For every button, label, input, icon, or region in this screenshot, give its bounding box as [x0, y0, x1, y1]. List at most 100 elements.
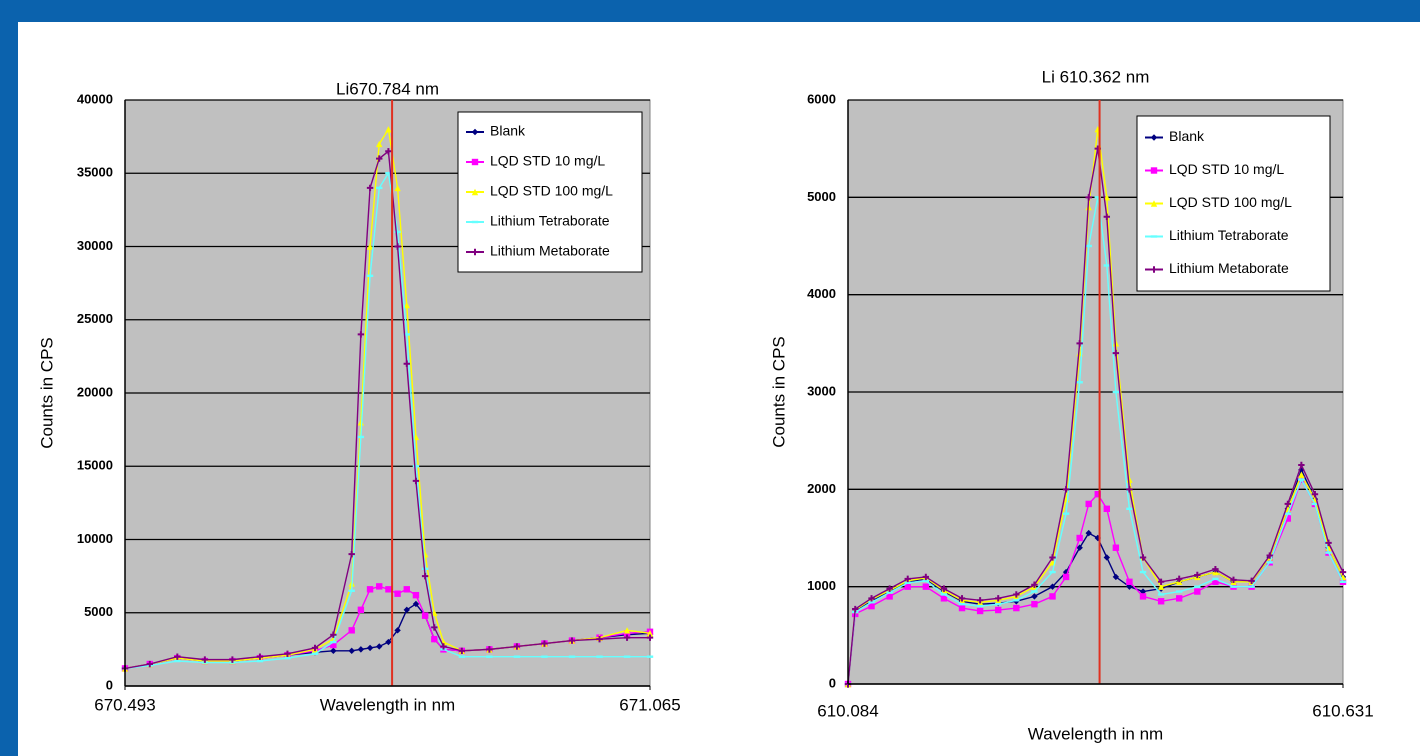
- marker: [412, 465, 420, 468]
- marker: [976, 607, 984, 615]
- marker: [385, 148, 392, 155]
- marker: [1126, 583, 1133, 590]
- marker: [623, 627, 631, 634]
- marker: [1230, 576, 1237, 584]
- marker: [311, 644, 319, 652]
- marker: [412, 477, 420, 485]
- marker: [958, 602, 966, 606]
- marker: [976, 597, 984, 604]
- y-tick-label: 40000: [77, 91, 113, 106]
- marker: [256, 659, 264, 663]
- marker: [1150, 266, 1158, 273]
- marker: [1230, 585, 1237, 588]
- marker: [958, 595, 966, 602]
- marker: [1139, 593, 1147, 600]
- marker: [1085, 244, 1092, 248]
- marker: [1013, 599, 1020, 602]
- marker: [886, 585, 893, 592]
- marker: [1103, 194, 1111, 201]
- marker: [357, 646, 365, 653]
- marker: [330, 631, 337, 638]
- marker: [1139, 570, 1147, 574]
- x-tick-label: 671.065: [619, 695, 680, 714]
- marker: [904, 575, 911, 583]
- marker: [229, 656, 236, 663]
- marker: [1049, 570, 1056, 574]
- marker: [646, 655, 654, 658]
- legend-label: Blank: [490, 123, 526, 139]
- marker: [1013, 591, 1020, 598]
- marker: [471, 188, 479, 196]
- marker: [1176, 595, 1183, 602]
- x-axis-label: Wavelength in nm: [1028, 724, 1163, 743]
- y-tick-label: 20000: [77, 384, 113, 399]
- y-tick-label: 25000: [77, 311, 113, 326]
- y-tick-label: 2000: [807, 481, 836, 496]
- marker: [995, 595, 1002, 602]
- marker: [995, 602, 1002, 606]
- marker: [376, 643, 383, 650]
- marker: [1176, 575, 1183, 583]
- marker: [1212, 578, 1219, 585]
- marker: [348, 647, 355, 655]
- marker: [940, 585, 948, 592]
- marker: [174, 659, 181, 663]
- marker: [1112, 390, 1120, 394]
- y-tick-label: 5000: [84, 604, 113, 619]
- marker: [385, 126, 392, 133]
- marker: [1085, 529, 1092, 537]
- chart-title: Li 610.362 nm: [1042, 67, 1150, 86]
- marker: [471, 158, 479, 166]
- marker: [394, 184, 401, 192]
- legend-label: LQD STD 10 mg/L: [1169, 161, 1284, 177]
- y-tick-label: 6000: [807, 91, 836, 106]
- chart-title: Li670.784 nm: [336, 79, 439, 98]
- marker: [995, 606, 1002, 614]
- marker: [431, 635, 438, 643]
- marker: [922, 573, 930, 581]
- y-tick-label: 5000: [807, 189, 836, 204]
- marker: [412, 600, 420, 608]
- marker: [1150, 200, 1158, 207]
- marker: [1085, 500, 1092, 508]
- marker: [1076, 381, 1083, 384]
- marker: [366, 274, 374, 277]
- legend-label: LQD STD 100 mg/L: [1169, 194, 1292, 210]
- marker: [1062, 486, 1070, 493]
- marker: [1076, 544, 1083, 551]
- y-tick-label: 1000: [807, 578, 836, 593]
- legend-label: Lithium Metaborate: [1169, 260, 1289, 276]
- marker: [348, 627, 355, 634]
- marker: [1103, 554, 1111, 561]
- marker: [1126, 476, 1133, 483]
- marker: [403, 301, 410, 309]
- marker: [256, 653, 264, 660]
- marker: [403, 360, 410, 367]
- marker: [403, 606, 410, 614]
- marker: [868, 602, 875, 610]
- marker: [1339, 580, 1347, 583]
- marker: [1339, 568, 1347, 576]
- marker: [1212, 565, 1219, 573]
- marker: [440, 643, 447, 650]
- marker: [868, 595, 875, 602]
- marker: [1103, 505, 1111, 512]
- marker: [385, 638, 392, 646]
- legend: Blank LQD STD 10 mg/L LQD STD 100 mg/L Lith…: [1136, 115, 1331, 292]
- marker: [1157, 593, 1165, 596]
- marker: [1139, 588, 1147, 595]
- marker: [1248, 585, 1255, 588]
- marker: [403, 333, 410, 336]
- marker: [1325, 539, 1332, 547]
- marker: [1212, 577, 1219, 581]
- marker: [394, 243, 401, 250]
- marker: [284, 650, 291, 657]
- marker: [348, 589, 355, 592]
- marker: [174, 653, 181, 660]
- marker: [471, 128, 479, 136]
- marker: [1103, 213, 1111, 220]
- marker: [421, 567, 429, 570]
- marker: [1298, 471, 1305, 478]
